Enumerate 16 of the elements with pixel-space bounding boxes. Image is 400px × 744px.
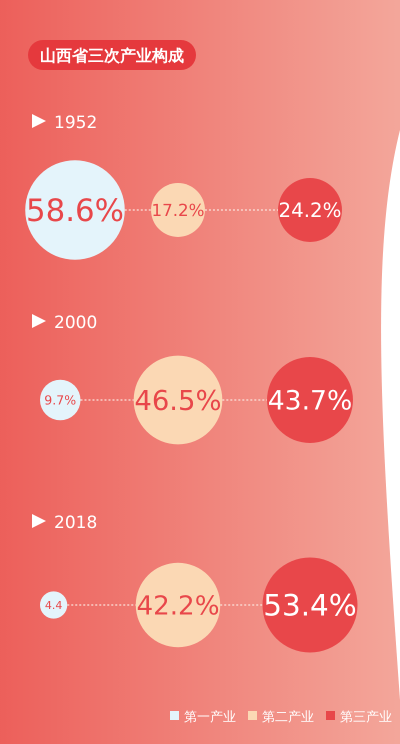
data-label: 53.4% <box>263 588 357 623</box>
data-label: 17.2% <box>151 200 205 220</box>
legend-label: 第一产业 <box>184 710 236 725</box>
data-label: 58.6% <box>26 193 124 230</box>
text: 山西省三次产业构成 <box>40 46 184 65</box>
data-label: 43.7% <box>268 386 352 417</box>
legend-label: 第三产业 <box>340 710 392 725</box>
data-label: 9.7% <box>44 392 76 408</box>
legend-label: 第二产业 <box>262 710 314 725</box>
data-label: 4.4 <box>44 598 62 612</box>
data-label: 24.2% <box>278 199 342 222</box>
category-label: 1952 <box>54 113 98 133</box>
data-label: 42.2% <box>136 591 220 622</box>
category-label: 2000 <box>54 313 98 333</box>
category-label: 2018 <box>54 513 98 533</box>
data-label: 46.5% <box>134 384 222 417</box>
